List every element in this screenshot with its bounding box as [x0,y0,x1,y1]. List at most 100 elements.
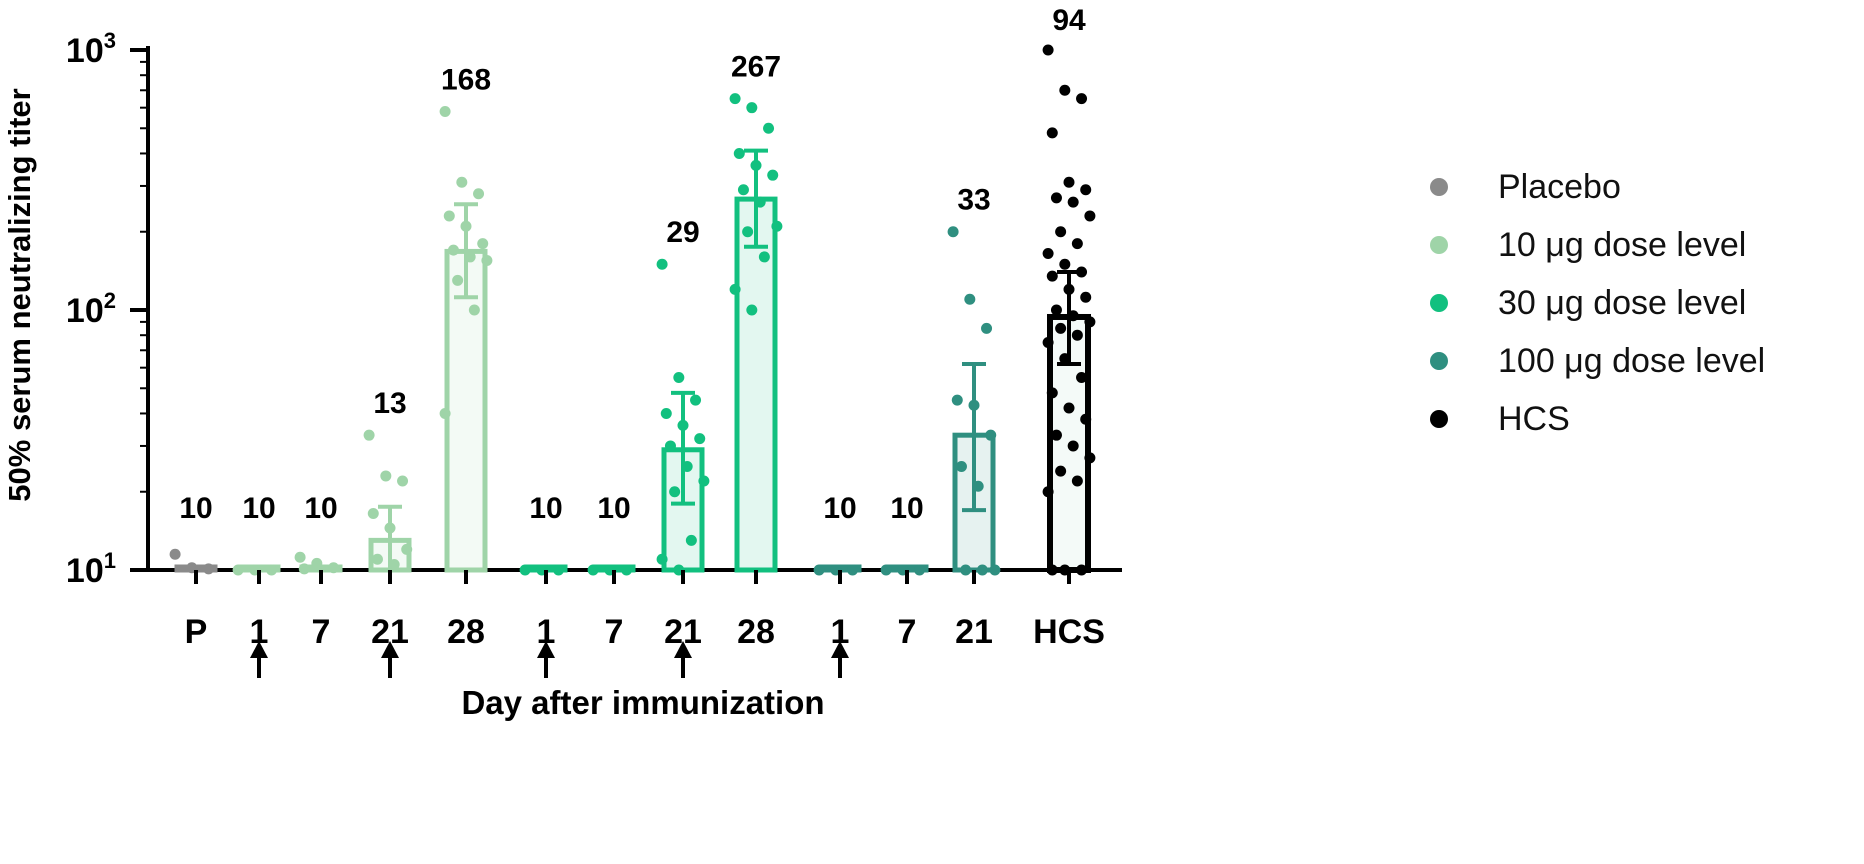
data-point [1042,486,1054,498]
legend: Placebo 10 μg dose level 30 μg dose level 1… [1430,158,1765,448]
bar-value-label: 13 [373,387,406,420]
x-tick-label: 28 [737,613,775,651]
data-point [1067,196,1079,208]
data-point [656,258,668,270]
data-point [1042,44,1054,56]
data-point [1071,475,1083,487]
bar-group: 10 [232,492,281,576]
data-point [673,372,685,384]
data-point [587,564,599,576]
data-point [363,429,375,441]
data-point [758,251,770,263]
x-tick-label: 28 [447,613,485,651]
legend-swatch [1430,410,1448,428]
data-point [767,169,779,181]
data-point [729,283,741,295]
x-axis-title: Day after immunization [461,684,824,721]
x-tick-label: 7 [898,613,917,651]
legend-item: 100 μg dose level [1430,332,1765,390]
x-tick-label: 1 [831,613,850,651]
data-point [1063,176,1075,188]
data-point [401,543,413,555]
data-point [656,553,668,565]
data-point [1050,304,1062,316]
y-tick-label: 102 [66,288,116,330]
data-point [380,470,392,482]
data-point [1071,238,1083,250]
data-point [456,176,468,188]
data-point [660,407,672,419]
data-point [737,184,749,196]
bar-value-label: 10 [242,492,275,525]
data-point [169,548,181,560]
bars: 10 10 10 13 168 10 10 29 267 10 10 33 94 [169,4,1096,576]
data-point [477,238,489,250]
data-point [694,433,706,445]
bar-group: 94 [1042,4,1096,576]
data-point [847,564,859,576]
y-tick-label: 101 [66,548,116,590]
bar-group: 10 [587,492,636,576]
bar [444,248,488,573]
bar-value-label: 10 [597,492,630,525]
bar-value-label: 267 [731,51,781,84]
data-point [1055,465,1067,477]
data-point [742,226,754,238]
data-point [266,564,278,576]
x-tick-label: 1 [250,613,269,651]
dose-arrow-head [381,641,399,658]
data-point [698,475,710,487]
bar-group: 10 [880,492,929,576]
data-point [311,557,323,569]
dose-arrow-head [831,641,849,658]
data-point [1050,192,1062,204]
bar-group: 10 [519,492,568,576]
data-point [985,429,997,441]
x-tick-labels: P 1 7 21 28 1 7 21 28 1 7 21 HCS [185,570,1105,678]
data-point [1063,402,1075,414]
legend-swatch [1430,352,1448,370]
data-point [989,564,1001,576]
data-point [519,564,531,576]
data-point [468,304,480,316]
data-point [1080,184,1092,196]
data-point [1080,413,1092,425]
bar-value-label: 168 [441,64,491,97]
data-point [1046,564,1058,576]
data-point [232,564,244,576]
data-point [473,188,485,200]
data-point [1042,336,1054,348]
data-point [685,534,697,546]
x-tick-label: P [185,613,208,651]
legend-label: 30 μg dose level [1498,283,1747,322]
bar-value-label: 10 [890,492,923,525]
data-point [1055,226,1067,238]
data-point [1046,127,1058,139]
legend-item: 10 μg dose level [1430,216,1765,274]
data-point [439,407,451,419]
legend-item: Placebo [1430,158,1765,216]
bar-group: 10 [294,492,343,575]
bar-value-label: 10 [823,492,856,525]
x-tick-label: 7 [605,613,624,651]
data-point [955,461,967,473]
bar-group: 267 [729,51,783,573]
data-point [553,564,565,576]
data-point [771,220,783,232]
bar-value-label: 10 [179,492,212,525]
data-point [397,475,409,487]
bar-value-label: 29 [666,216,699,249]
data-point [298,563,310,575]
data-point [1080,291,1092,303]
data-point [447,244,459,256]
data-point [367,507,379,519]
data-point [1084,210,1096,222]
dose-arrow-head [537,641,555,658]
data-point [1076,372,1088,384]
data-point [960,564,972,576]
data-point [729,93,741,105]
data-point [669,486,681,498]
data-point [813,564,825,576]
legend-label: 100 μg dose level [1498,341,1766,380]
